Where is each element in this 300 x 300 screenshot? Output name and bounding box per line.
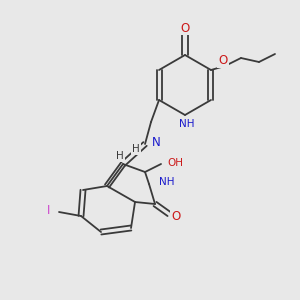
Text: NH: NH — [179, 119, 195, 129]
Text: N: N — [152, 136, 161, 148]
Text: OH: OH — [167, 158, 183, 168]
Text: O: O — [218, 55, 228, 68]
Text: H: H — [116, 151, 124, 161]
Text: H: H — [132, 144, 140, 154]
Text: O: O — [180, 22, 190, 34]
Text: NH: NH — [159, 177, 175, 187]
Text: I: I — [46, 205, 50, 218]
Text: O: O — [171, 211, 181, 224]
